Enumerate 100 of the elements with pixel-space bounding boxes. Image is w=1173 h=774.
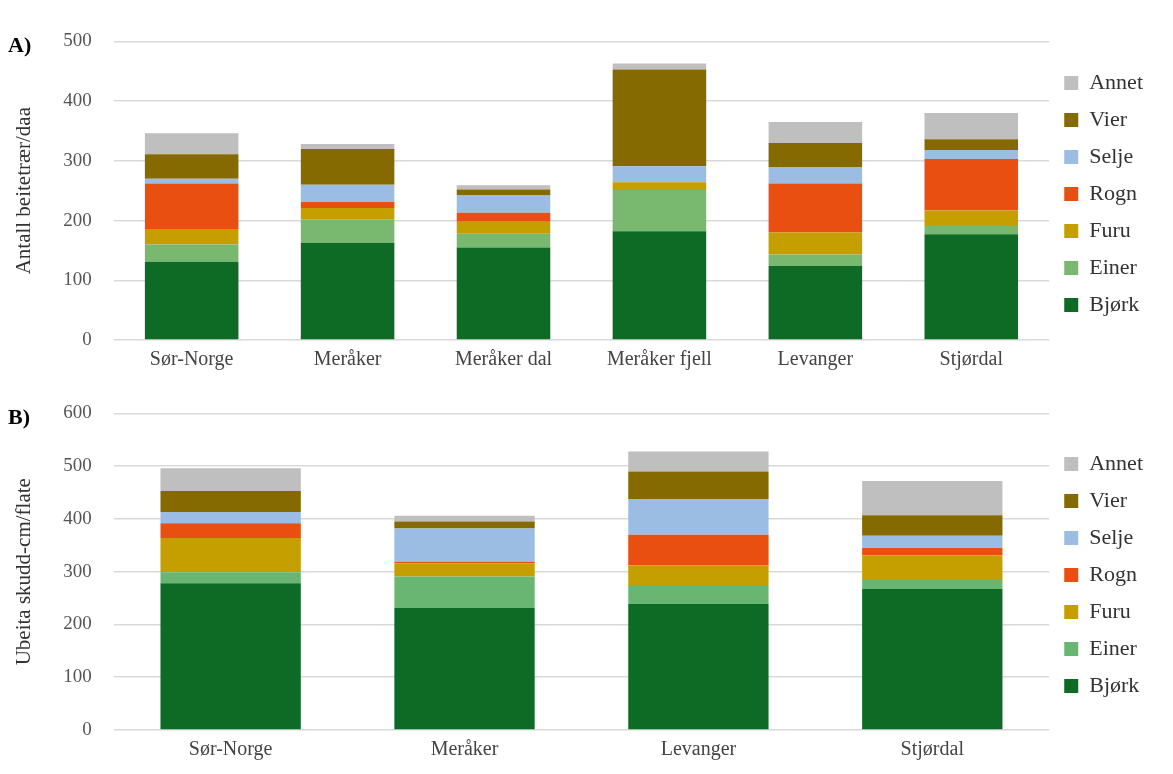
- bar: [394, 608, 535, 730]
- bar: [300, 144, 395, 149]
- chart-title: B): [8, 403, 30, 429]
- legend-label: Einer: [1089, 253, 1138, 279]
- bar: [160, 572, 301, 584]
- bar: [456, 185, 551, 190]
- bar: [160, 512, 301, 524]
- bar: [924, 159, 1019, 211]
- bar: [628, 584, 769, 604]
- x-tick-label: Meråker fjell: [606, 347, 713, 371]
- legend-label: Vier: [1089, 486, 1128, 512]
- x-tick-label: Sør-Norge: [149, 347, 234, 371]
- y-tick-label: 500: [63, 454, 92, 476]
- y-tick-label: 400: [63, 89, 92, 111]
- x-tick-label: Levanger: [777, 347, 854, 371]
- bar: [612, 182, 707, 191]
- bar: [862, 555, 1003, 580]
- x-tick-label: Stjørdal: [939, 347, 1004, 371]
- bar: [160, 537, 301, 573]
- bar: [394, 576, 535, 609]
- chart-title: A): [8, 31, 32, 57]
- bar: [628, 603, 769, 730]
- bar: [628, 534, 769, 566]
- bar: [628, 451, 769, 472]
- bar: [456, 221, 551, 234]
- legend-label: Furu: [1089, 216, 1131, 242]
- bar: [144, 228, 239, 245]
- bar: [924, 234, 1019, 340]
- bar: [768, 254, 863, 266]
- bar: [768, 183, 863, 233]
- bar: [300, 208, 395, 220]
- legend-label: Annet: [1089, 68, 1143, 94]
- bar: [862, 515, 1003, 536]
- y-tick-label: 300: [63, 148, 92, 170]
- bar: [300, 242, 395, 340]
- legend-label: Annet: [1089, 449, 1143, 475]
- x-tick-label: Levanger: [660, 737, 737, 761]
- bar: [160, 583, 301, 730]
- bar: [300, 202, 395, 209]
- bar: [924, 210, 1019, 226]
- bar: [768, 265, 863, 340]
- y-axis-title: Ubeita skudd-cm/flate: [11, 478, 36, 666]
- bar: [160, 523, 301, 538]
- bar: [612, 190, 707, 232]
- bar: [456, 212, 551, 222]
- legend-label: Bjørk: [1089, 671, 1140, 697]
- y-tick-label: 400: [63, 506, 92, 528]
- bar: [862, 480, 1003, 516]
- legend-label: Selje: [1089, 142, 1134, 168]
- bar: [924, 150, 1019, 160]
- x-tick-label: Sør-Norge: [188, 737, 273, 761]
- bar: [628, 498, 769, 535]
- bar: [456, 195, 551, 213]
- bar: [144, 244, 239, 262]
- bar: [924, 139, 1019, 151]
- legend-label: Rogn: [1089, 560, 1137, 586]
- bar: [862, 547, 1003, 556]
- bar: [612, 69, 707, 167]
- bar: [768, 142, 863, 168]
- x-tick-label: Meråker: [313, 347, 382, 370]
- bar: [924, 113, 1019, 140]
- bar: [628, 471, 769, 499]
- bar: [628, 565, 769, 585]
- legend-label: Vier: [1089, 105, 1128, 131]
- y-tick-label: 200: [63, 208, 92, 230]
- bar: [394, 563, 535, 577]
- bar: [144, 133, 239, 155]
- bar: [144, 183, 239, 229]
- bar: [768, 122, 863, 143]
- bar: [612, 63, 707, 70]
- bar: [768, 232, 863, 255]
- bar: [300, 184, 395, 203]
- legend-label: Einer: [1089, 634, 1138, 660]
- y-tick-label: 500: [63, 29, 92, 51]
- y-tick-label: 100: [63, 665, 92, 687]
- y-tick-label: 0: [82, 327, 92, 349]
- bar: [456, 247, 551, 340]
- bar: [768, 167, 863, 184]
- y-tick-label: 600: [63, 401, 92, 423]
- bar: [144, 178, 239, 184]
- legend-label: Selje: [1089, 523, 1134, 549]
- bar: [300, 148, 395, 185]
- y-tick-label: 200: [63, 612, 92, 634]
- bar: [160, 490, 301, 513]
- bar: [300, 219, 395, 243]
- bar: [160, 468, 301, 491]
- legend-label: Bjørk: [1089, 290, 1140, 316]
- y-tick-label: 300: [63, 559, 92, 581]
- x-tick-label: Meråker dal: [454, 347, 553, 370]
- legend-label: Rogn: [1089, 179, 1137, 205]
- x-tick-label: Meråker: [430, 737, 499, 760]
- legend-label: Furu: [1089, 597, 1131, 623]
- bar: [144, 154, 239, 179]
- bar: [144, 261, 239, 340]
- bar: [394, 528, 535, 562]
- bar: [862, 535, 1003, 548]
- x-tick-label: Stjørdal: [900, 737, 965, 761]
- y-axis-title: Antall beitetrær/daa: [11, 106, 36, 275]
- bar: [924, 225, 1019, 235]
- y-tick-label: 0: [82, 717, 92, 739]
